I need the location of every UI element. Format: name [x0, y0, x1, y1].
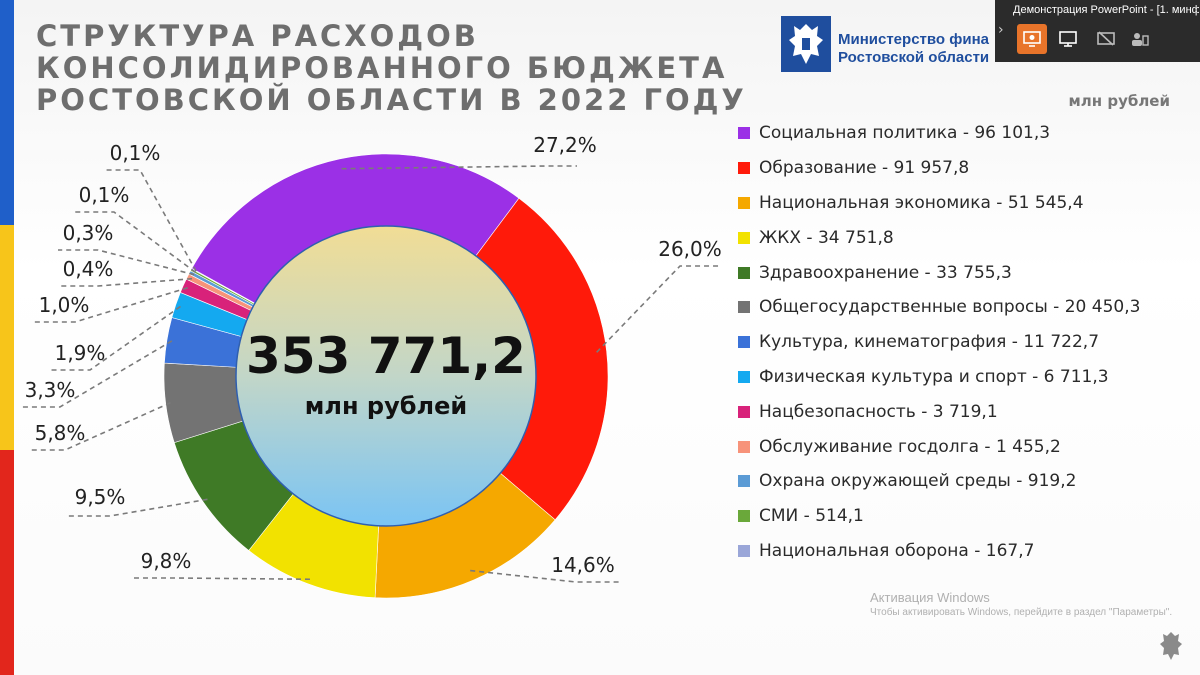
leader-line: [50, 305, 181, 371]
legend-swatch: [738, 405, 750, 418]
percent-label: 14,6%: [551, 553, 615, 577]
presentation-window-title: Демонстрация PowerPoint - [1. минфин...: [1013, 4, 1199, 16]
legend-label: Социальная политика - 96 101,3: [759, 123, 1051, 144]
flag-stripe-yellow: [0, 225, 14, 450]
present-icon: [1023, 31, 1041, 47]
percent-label: 0,4%: [63, 257, 114, 281]
legend-label: Национальная оборона - 167,7: [759, 540, 1035, 561]
total-value: 353 771,2: [246, 327, 526, 385]
leader-line: [74, 211, 196, 273]
percent-label: 9,8%: [141, 549, 192, 573]
legend-item: Охрана окружающей среды - 919,2: [738, 464, 1198, 499]
leader-line: [58, 249, 195, 276]
total-unit: млн рублей: [304, 392, 468, 420]
legend-item: Культура, кинематография - 11 722,7: [738, 325, 1198, 360]
percent-label: 1,0%: [39, 293, 90, 317]
legend-swatch: [738, 440, 750, 453]
legend-item: Социальная политика - 96 101,3: [738, 116, 1198, 151]
legend-swatch: [738, 475, 750, 488]
windows-activation-subtitle: Чтобы активировать Windows, перейдите в …: [870, 607, 1173, 618]
legend-swatch: [738, 510, 750, 523]
legend-label: Национальная экономика - 51 545,4: [759, 192, 1084, 213]
legend-swatch: [738, 196, 750, 209]
legend-label: ЖКХ - 34 751,8: [759, 227, 894, 248]
legend-swatch: [738, 266, 750, 279]
percent-label: 5,8%: [35, 421, 86, 445]
legend-item: Общегосударственные вопросы - 20 450,3: [738, 290, 1198, 325]
legend-label: Культура, кинематография - 11 722,7: [759, 332, 1100, 353]
legend-swatch: [738, 162, 750, 175]
percent-label: 0,1%: [110, 141, 161, 165]
legend-swatch: [738, 127, 750, 140]
legend-label: Здравоохранение - 33 755,3: [759, 262, 1012, 283]
coat-of-arms-icon: [781, 16, 831, 72]
legend-label: Обслуживание госдолга - 1 455,2: [759, 436, 1061, 457]
percent-label: 0,3%: [63, 221, 114, 245]
legend-item: Национальная оборона - 167,7: [738, 534, 1198, 569]
legend-label: Физическая культура и спорт - 6 711,3: [759, 366, 1109, 387]
hide-screen-button[interactable]: [1091, 24, 1121, 54]
legend-item: Национальная экономика - 51 545,4: [738, 186, 1198, 221]
leader-line: [104, 169, 197, 272]
legend-swatch: [738, 336, 750, 349]
monitor-icon: [1059, 31, 1077, 47]
legend-swatch: [738, 231, 750, 244]
percent-label: 27,2%: [533, 133, 597, 157]
leader-line: [130, 577, 310, 581]
legend-label: Общегосударственные вопросы - 20 450,3: [759, 297, 1141, 318]
chevron-right-icon[interactable]: ›: [998, 22, 1004, 38]
legend-item: Здравоохранение - 33 755,3: [738, 255, 1198, 290]
coat-of-arms-icon: [1160, 632, 1182, 660]
leader-line: [32, 286, 188, 323]
legend-swatch: [738, 370, 750, 383]
percent-label: 3,3%: [25, 378, 76, 402]
presenter-button[interactable]: [1125, 24, 1155, 54]
ministry-name-line: Министерство фина: [838, 31, 989, 48]
legend-item: Физическая культура и спорт - 6 711,3: [738, 360, 1198, 395]
donut-center: [235, 225, 537, 527]
hide-screen-icon: [1097, 31, 1115, 46]
legend-item: Образование - 91 957,8: [738, 151, 1198, 186]
leader-line: [68, 498, 208, 517]
percent-label: 26,0%: [658, 237, 722, 261]
legend-label: Охрана окружающей среды - 919,2: [759, 471, 1077, 492]
monitor-button[interactable]: [1053, 24, 1083, 54]
flag-stripe-red: [0, 450, 14, 675]
chart-legend: Социальная политика - 96 101,3 Образовани…: [738, 116, 1198, 568]
legend-label: Нацбезопасность - 3 719,1: [759, 401, 998, 422]
legend-swatch: [738, 301, 750, 314]
slide-title-line: РОСТОВСКОЙ ОБЛАСТИ В 2022 ГОДУ: [36, 83, 747, 117]
legend-label: СМИ - 514,1: [759, 506, 864, 527]
ministry-name: Министерство фина Ростовской области: [838, 31, 998, 67]
percent-label: 1,9%: [55, 341, 106, 365]
leader-line: [30, 401, 171, 451]
legend-item: Нацбезопасность - 3 719,1: [738, 394, 1198, 429]
percent-label: 0,1%: [79, 183, 130, 207]
legend-label: Образование - 91 957,8: [759, 158, 970, 179]
leader-line: [341, 165, 577, 170]
leader-line: [58, 277, 193, 287]
leader-line: [22, 340, 173, 408]
windows-activation-title: Активация Windows: [870, 590, 990, 605]
presenter-icon: [1132, 33, 1149, 46]
legend-swatch: [738, 544, 750, 557]
present-button[interactable]: [1017, 24, 1047, 54]
leader-line: [470, 569, 620, 583]
legend-item: СМИ - 514,1: [738, 499, 1198, 534]
slide-title: СТРУКТУРА РАСХОДОВ КОНСОЛИДИРОВАННОГО БЮ…: [36, 19, 747, 117]
flag-stripe-blue: [0, 0, 14, 225]
slide-title-line: КОНСОЛИДИРОВАННОГО БЮДЖЕТА: [36, 51, 728, 85]
legend-item: ЖКХ - 34 751,8: [738, 220, 1198, 255]
units-label: млн рублей: [1068, 92, 1171, 110]
slide-title-line: СТРУКТУРА РАСХОДОВ: [36, 19, 479, 53]
percent-label: 9,5%: [75, 485, 126, 509]
ministry-name-line: Ростовской области: [838, 49, 990, 66]
presentation-toolbar: › Демонстрация PowerPoint - [1. минфин..…: [995, 0, 1200, 62]
legend-item: Обслуживание госдолга - 1 455,2: [738, 429, 1198, 464]
leader-line: [596, 265, 720, 353]
